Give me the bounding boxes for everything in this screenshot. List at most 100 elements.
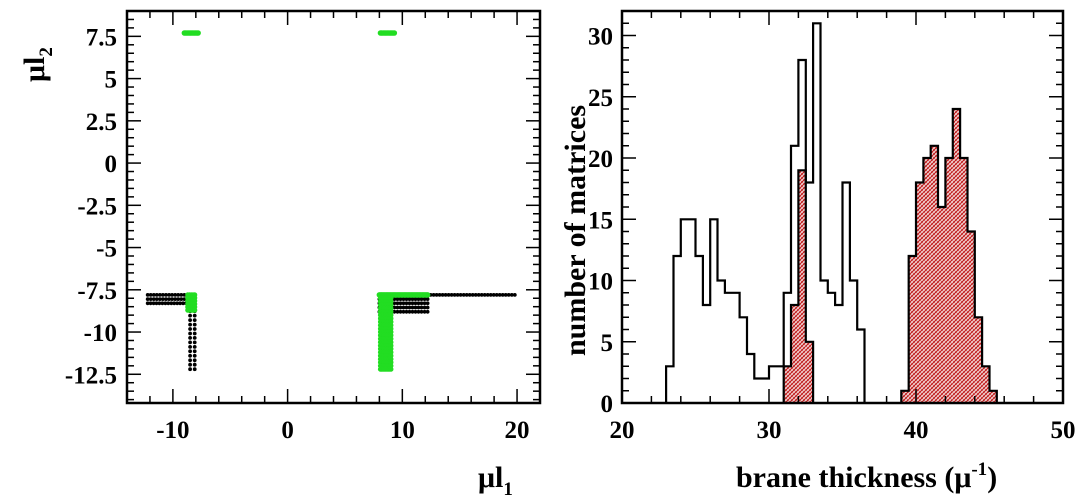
x-tick-label: 10: [390, 417, 415, 444]
black-point: [151, 293, 156, 297]
black-point: [154, 297, 159, 301]
black-point: [179, 297, 184, 301]
black-point: [491, 293, 496, 297]
x-tick-label: 20: [505, 417, 530, 444]
black-point: [192, 353, 197, 358]
black-point: [416, 297, 421, 301]
black-point: [188, 358, 193, 363]
black-point: [410, 305, 415, 310]
black-point: [188, 340, 193, 345]
black-point: [431, 293, 436, 297]
black-point: [425, 301, 430, 306]
black-point: [413, 297, 418, 301]
black-point: [506, 293, 511, 297]
black-point: [407, 301, 412, 306]
y-tick-label: 0: [105, 151, 118, 178]
black-point: [395, 297, 400, 301]
black-point: [395, 309, 400, 314]
black-point: [398, 309, 403, 314]
filled-bar: [791, 305, 799, 403]
black-point: [503, 293, 508, 297]
x-tick-label: 20: [610, 417, 635, 444]
black-point: [148, 297, 153, 301]
y-tick-label: 2.5: [86, 109, 117, 136]
scatter-y-axis-title: μl2: [18, 47, 57, 82]
filled-bar: [930, 145, 938, 404]
black-point: [392, 309, 397, 314]
filled-bar: [798, 170, 806, 404]
black-point: [410, 301, 415, 306]
black-point: [455, 293, 460, 297]
scatter-panel: -10 0 10 20 7.552.50-2.5-5-7.5-10-12.5 μl1 …: [18, 9, 542, 500]
black-point: [154, 301, 159, 306]
black-point: [425, 305, 430, 310]
black-point: [497, 293, 502, 297]
black-point: [422, 297, 427, 301]
black-point: [404, 297, 409, 301]
filled-bar: [901, 390, 909, 404]
black-point: [167, 293, 172, 297]
black-point: [192, 331, 197, 336]
black-point: [166, 301, 171, 306]
black-point: [461, 293, 466, 297]
black-point: [482, 293, 487, 297]
black-point: [192, 327, 197, 331]
y-tick-label: 25: [588, 85, 613, 112]
filled-bar: [945, 158, 953, 403]
black-point: [416, 305, 421, 310]
black-point: [188, 318, 193, 322]
black-point: [404, 301, 409, 306]
black-point: [182, 293, 187, 297]
black-point: [410, 309, 415, 314]
black-point: [422, 301, 427, 306]
black-point: [437, 293, 442, 297]
black-point: [145, 297, 150, 301]
filled-bar: [923, 158, 931, 403]
black-point: [160, 301, 165, 306]
filled-bar: [989, 390, 997, 404]
black-point: [413, 309, 418, 314]
green-point: [388, 366, 394, 372]
green-point: [192, 307, 198, 313]
black-point: [407, 305, 412, 310]
black-point: [157, 301, 162, 306]
black-point: [161, 293, 165, 297]
black-point: [413, 305, 418, 310]
black-point: [188, 349, 193, 354]
black-point: [410, 297, 415, 301]
black-point: [158, 297, 162, 301]
black-point: [192, 345, 197, 349]
y-tick-label: 10: [588, 269, 613, 296]
black-point: [188, 362, 193, 367]
x-tick-label: 0: [281, 417, 294, 444]
y-tick-label: 30: [588, 24, 613, 51]
black-point: [164, 297, 168, 301]
y-tick-label: 20: [588, 146, 613, 173]
black-point: [440, 293, 445, 297]
black-point: [188, 313, 193, 318]
black-point: [179, 293, 184, 297]
histogram-ticks: [621, 10, 1064, 404]
histogram-filled-bars: [782, 107, 998, 404]
black-point: [401, 301, 406, 306]
scatter-y-tick-labels: 7.5 5 2.5 0 -2.5 -5 -7.5 -10 -12.5: [65, 24, 117, 389]
black-point: [464, 293, 469, 297]
black-point: [413, 301, 418, 306]
black-point: [188, 322, 193, 327]
black-point: [192, 362, 197, 367]
black-point: [395, 301, 400, 306]
y-tick-label: -10: [84, 320, 117, 347]
black-point: [173, 293, 178, 297]
y-tick-label: 0: [601, 391, 614, 418]
y-tick-label: -12.5: [65, 362, 117, 389]
black-point: [151, 297, 156, 301]
black-point: [192, 336, 197, 340]
y-tick-label: 5: [105, 67, 118, 94]
histogram-panel: 20 30 40 50 0 5 10 15 20 25 30 brane thickness (μ…: [559, 9, 1076, 494]
black-point: [151, 301, 156, 306]
filled-bar: [783, 366, 791, 404]
y-tick-label: -2.5: [77, 193, 117, 220]
black-point: [407, 297, 412, 301]
y-tick-label: 5: [601, 330, 614, 357]
black-point: [422, 305, 427, 310]
